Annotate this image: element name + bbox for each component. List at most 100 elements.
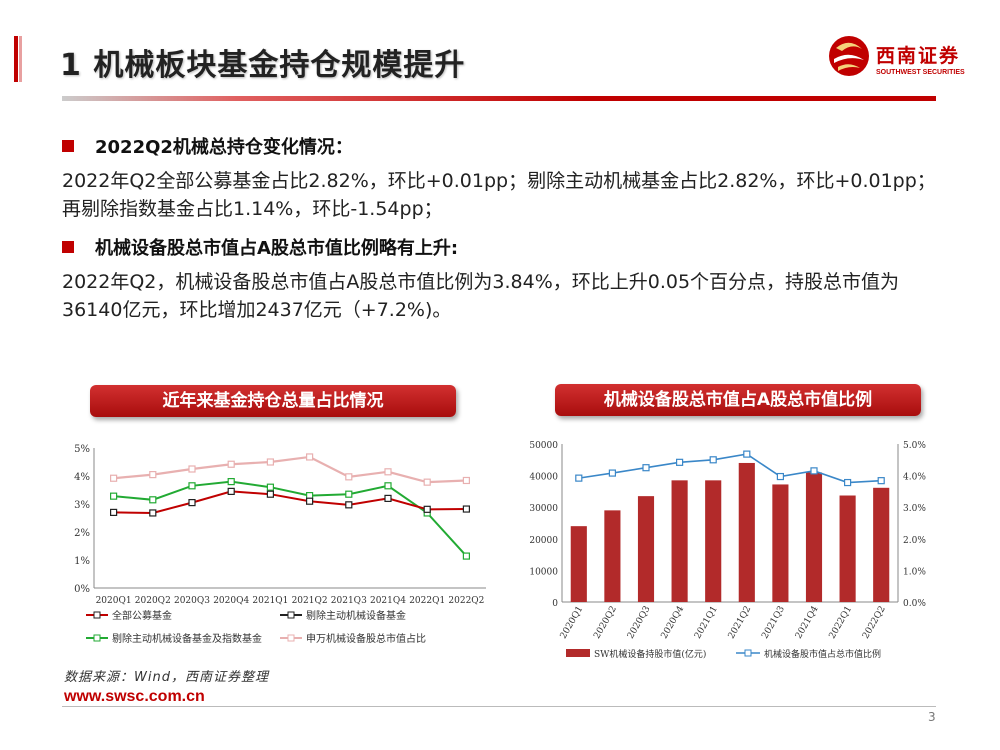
data-point [462,476,470,485]
legend-label: 申万机械设备股总市值占比 [306,632,426,645]
section1-text: 2022年Q2全部公募基金占比2.82%，环比+0.01pp；剔除主动机械基金占… [62,170,936,220]
title-accent-bar [14,36,22,82]
y-right-tick-label: 3.0% [903,504,926,514]
data-point [709,456,717,464]
legend-marker [93,611,101,619]
data-point [384,482,392,490]
data-point [384,494,392,503]
data-source: 数据来源：Wind，西南证券整理 [64,670,269,685]
y-right-tick-label: 2.0% [903,536,926,546]
data-point [608,469,617,477]
page-number: 3 [928,710,936,724]
logo-text: 西南证券 [876,45,961,67]
data-point [266,483,274,491]
data-point [149,509,157,517]
series-line [113,480,468,557]
data-point [462,552,470,560]
bar [738,462,755,602]
bar [705,480,722,602]
legend-label: 机械设备股市值占总市值比例 [764,648,881,660]
y-right-tick-label: 0.0% [903,599,926,609]
data-point [227,460,235,468]
data-point [423,505,431,513]
footer-divider [62,706,936,707]
bar [839,495,856,602]
data-point [423,478,431,486]
data-point [227,487,235,496]
data-point [642,464,650,472]
y-right-tick-label: 5.0% [903,441,926,451]
data-point [266,490,274,498]
website-link[interactable]: www.swsc.com.cn [64,688,205,705]
x-tick-label: 2020Q4 [660,604,687,640]
ratio-line [578,453,882,484]
legend-label: 剔除主动机械设备基金 [306,609,406,622]
data-point [149,496,157,504]
data-point [575,474,583,482]
bullet-square-icon [62,241,74,253]
y-tick-label: 3% [74,500,90,511]
x-tick-label: 2020Q2 [592,605,619,641]
x-tick-label: 2021Q2 [727,605,754,641]
left-line-chart: 0%1%2%3%4%5%2020Q1 2020Q2 2020Q3 2020Q4 2021… [74,444,486,645]
y-left-tick-label: 50000 [529,441,558,451]
x-tick-label: 2020Q2 [135,596,171,606]
legend-marker [93,634,101,642]
x-tick-label: 2021Q4 [370,596,406,606]
bar [873,487,890,602]
data-point [462,505,470,513]
data-point [188,465,196,473]
right-bar-line-chart: 0 10000 20000 30000 40000 50000 0.0% 1.0% 2.0% 3.… [529,441,926,660]
data-point [266,458,274,466]
bar [805,472,823,602]
bullet-square-icon [62,140,74,152]
y-right-tick-label: 4.0% [903,473,926,483]
data-point [109,492,118,500]
x-tick-label: 2022Q1 [828,605,855,641]
legend-marker [287,611,295,619]
x-tick-label: 2022Q2 [861,605,888,641]
legend-label: 全部公募基金 [112,609,172,622]
data-point [345,490,353,498]
x-tick-label: 2021Q3 [331,596,367,606]
left-chart-title: 近年来基金持仓总量占比情况 [90,385,456,417]
x-tick-label: 2021Q1 [252,596,288,606]
bar [604,510,621,602]
y-tick-label: 2% [74,528,90,539]
y-tick-label: 0% [74,584,90,595]
page-title: 1 机械板块基金持仓规模提升 [60,48,466,83]
legend-marker [744,649,752,657]
y-left-tick-label: 0 [552,599,558,609]
x-tick-label: 2020Q4 [213,596,249,606]
x-tick-label: 2021Q3 [760,604,787,640]
x-tick-label: 2020Q1 [559,605,586,641]
y-tick-label: 5% [74,444,90,455]
y-right-tick-label: 1.0% [903,567,926,577]
bar [772,484,789,602]
section2-text: 2022年Q2，机械设备股总市值占A股总市值比例为3.84%，环比上升0.05个… [62,271,900,321]
x-tick-label: 2022Q2 [448,596,484,606]
x-tick-label: 2020Q3 [626,604,653,640]
data-point [227,477,235,486]
data-point [306,497,314,505]
y-left-tick-label: 20000 [529,536,558,546]
section2-heading: 机械设备股总市值占A股总市值比例略有上升: [95,238,459,259]
x-tick-label: 2021Q2 [292,596,328,606]
data-point [384,468,392,476]
data-point [306,453,314,461]
bar [637,496,655,602]
data-point [188,482,196,490]
logo-subtitle: SOUTHWEST SECURITIES [876,69,965,76]
legend-label: 剔除主动机械设备基金及指数基金 [112,632,262,645]
data-point [877,477,885,485]
x-tick-label: 2021Q1 [693,605,720,641]
series-line [113,490,467,514]
bar [570,526,587,602]
logo-emblem-icon [829,36,869,76]
data-point [676,458,684,466]
x-tick-label: 2020Q3 [174,596,210,606]
data-point [188,498,196,507]
data-point [810,467,818,475]
data-point [743,450,751,458]
company-logo: 西南证券 SOUTHWEST SECURITIES [826,33,976,89]
